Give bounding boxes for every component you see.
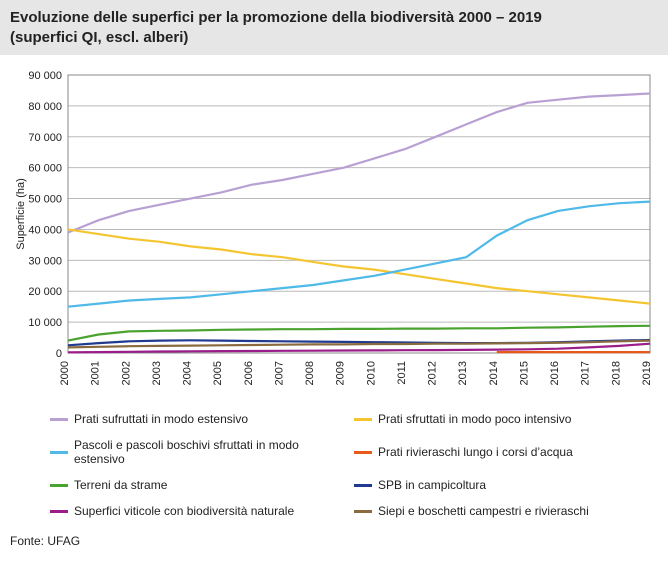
legend-label: Terreni da strame: [74, 478, 167, 492]
y-tick-label: 70 000: [28, 132, 62, 144]
y-tick-label: 90 000: [28, 70, 62, 82]
y-axis-label: Superficie (ha): [15, 178, 27, 250]
x-tick-label: 2016: [549, 361, 561, 385]
legend-item-prati_poco_intensivo: Prati sfruttati in modo poco intensivo: [354, 412, 648, 426]
y-tick-label: 30 000: [28, 255, 62, 267]
y-tick-label: 50 000: [28, 194, 62, 206]
x-tick-label: 2012: [427, 361, 439, 385]
legend-item-prati_estensivo: Prati sufruttati in modo estensivo: [50, 412, 344, 426]
x-tick-label: 2005: [212, 361, 224, 385]
series-terreni_strame: [68, 326, 650, 341]
legend: Prati sufruttati in modo estensivo Prati …: [0, 400, 668, 526]
y-tick-label: 40 000: [28, 224, 62, 236]
legend-swatch: [50, 510, 68, 513]
x-tick-label: 2018: [610, 361, 622, 385]
title-line1: Evoluzione delle superfici per la promoz…: [10, 9, 542, 26]
x-tick-label: 2000: [59, 361, 71, 385]
legend-label: Pascoli e pascoli boschivi sfruttati in …: [74, 438, 344, 466]
y-tick-label: 20 000: [28, 286, 62, 298]
x-tick-label: 2011: [396, 361, 408, 385]
y-tick-label: 80 000: [28, 101, 62, 113]
legend-label: Prati sfruttati in modo poco intensivo: [378, 412, 571, 426]
title-line2: (superfici QI, escl. alberi): [10, 29, 188, 46]
legend-swatch: [50, 418, 68, 421]
legend-swatch: [50, 451, 68, 454]
x-tick-label: 2010: [365, 361, 377, 385]
legend-label: Prati sufruttati in modo estensivo: [74, 412, 248, 426]
x-tick-label: 2017: [580, 361, 592, 385]
legend-item-spb_campicoltura: SPB in campicoltura: [354, 478, 648, 492]
legend-label: SPB in campicoltura: [378, 478, 486, 492]
x-tick-label: 2002: [120, 361, 132, 385]
chart-area: 0 10 000 20 000 30 000 40 000 50 000 60 000 70 …: [0, 55, 668, 400]
x-tick-label: 2007: [273, 361, 285, 385]
chart-title: Evoluzione delle superfici per la promoz…: [10, 8, 658, 47]
x-tick-label: 2001: [90, 361, 102, 385]
x-tick-label: 2003: [151, 361, 163, 385]
line-chart: 0 10 000 20 000 30 000 40 000 50 000 60 000 70 …: [10, 65, 658, 395]
x-tick-label: 2015: [518, 361, 530, 385]
legend-label: Siepi e boschetti campestri e rivierasch…: [378, 504, 589, 518]
legend-item-siepi_boschetti: Siepi e boschetti campestri e rivierasch…: [354, 504, 648, 518]
legend-item-terreni_strame: Terreni da strame: [50, 478, 344, 492]
legend-swatch: [50, 484, 68, 487]
source-text: Fonte: UFAG: [10, 534, 80, 548]
y-tick-label: 0: [56, 348, 62, 360]
legend-item-viticole_biodiversita: Superfici viticole con biodiversità natu…: [50, 504, 344, 518]
series-prati_estensivo: [68, 94, 650, 233]
source-label: Fonte: UFAG: [0, 526, 668, 556]
x-tick-label: 2008: [304, 361, 316, 385]
legend-item-prati_rivieraschi: Prati rivieraschi lungo i corsi d’acqua: [354, 438, 648, 466]
legend-label: Prati rivieraschi lungo i corsi d’acqua: [378, 445, 573, 459]
x-tick-label: 2009: [335, 361, 347, 385]
x-tick-label: 2019: [641, 361, 653, 385]
chart-header: Evoluzione delle superfici per la promoz…: [0, 0, 668, 55]
legend-item-pascoli_boschivi: Pascoli e pascoli boschivi sfruttati in …: [50, 438, 344, 466]
series-prati_poco_intensivo: [68, 229, 650, 303]
legend-swatch: [354, 484, 372, 487]
y-tick-label: 10 000: [28, 317, 62, 329]
legend-label: Superfici viticole con biodiversità natu…: [74, 504, 294, 518]
y-tick-label: 60 000: [28, 163, 62, 175]
x-tick-label: 2006: [243, 361, 255, 385]
x-tick-label: 2004: [182, 361, 194, 385]
x-tick-label: 2013: [457, 361, 469, 385]
legend-swatch: [354, 451, 372, 454]
x-tick-label: 2014: [488, 361, 500, 385]
legend-swatch: [354, 418, 372, 421]
legend-swatch: [354, 510, 372, 513]
